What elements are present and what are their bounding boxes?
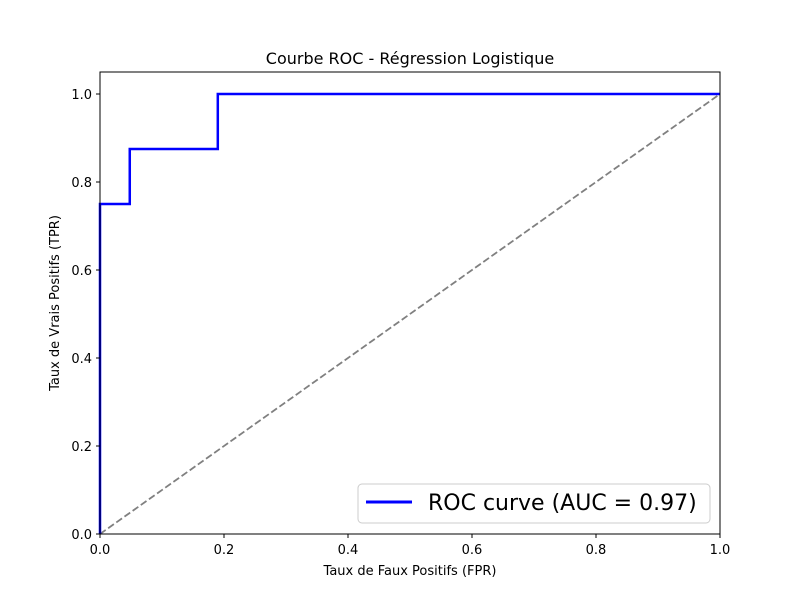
chart-title: Courbe ROC - Régression Logistique <box>266 49 554 68</box>
series-line-reference <box>99 93 721 535</box>
x-axis-label: Taux de Faux Positifs (FPR) <box>323 564 497 579</box>
y-tick-label: 0.0 <box>71 528 92 543</box>
x-tick-label: 0.2 <box>214 543 235 558</box>
x-tick-label: 1.0 <box>710 543 731 558</box>
axis-ticks: 0.0 0.2 0.4 0.6 0.8 1.0 0.0 0.2 0.4 0.6 0.8 1.0 <box>71 88 730 558</box>
y-tick-label: 1.0 <box>71 88 92 103</box>
y-tick-label: 0.4 <box>71 352 92 367</box>
legend-entry-roc: ROC curve (AUC = 0.97) <box>428 491 697 516</box>
plot-area <box>98 92 721 535</box>
x-tick-label: 0.8 <box>586 543 607 558</box>
legend-box <box>357 483 711 524</box>
x-tick-label: 0.0 <box>90 543 111 558</box>
y-tick-label: 0.8 <box>71 176 92 191</box>
x-tick-label: 0.6 <box>462 543 483 558</box>
y-tick-label: 0.6 <box>71 264 92 279</box>
y-tick-label: 0.2 <box>71 440 92 455</box>
x-tick-label: 0.4 <box>338 543 359 558</box>
legend: ROC curve (AUC = 0.97) <box>357 483 711 524</box>
y-axis-label: Taux de Vrais Positifs (TPR) <box>48 215 63 392</box>
plot-frame <box>99 71 721 535</box>
